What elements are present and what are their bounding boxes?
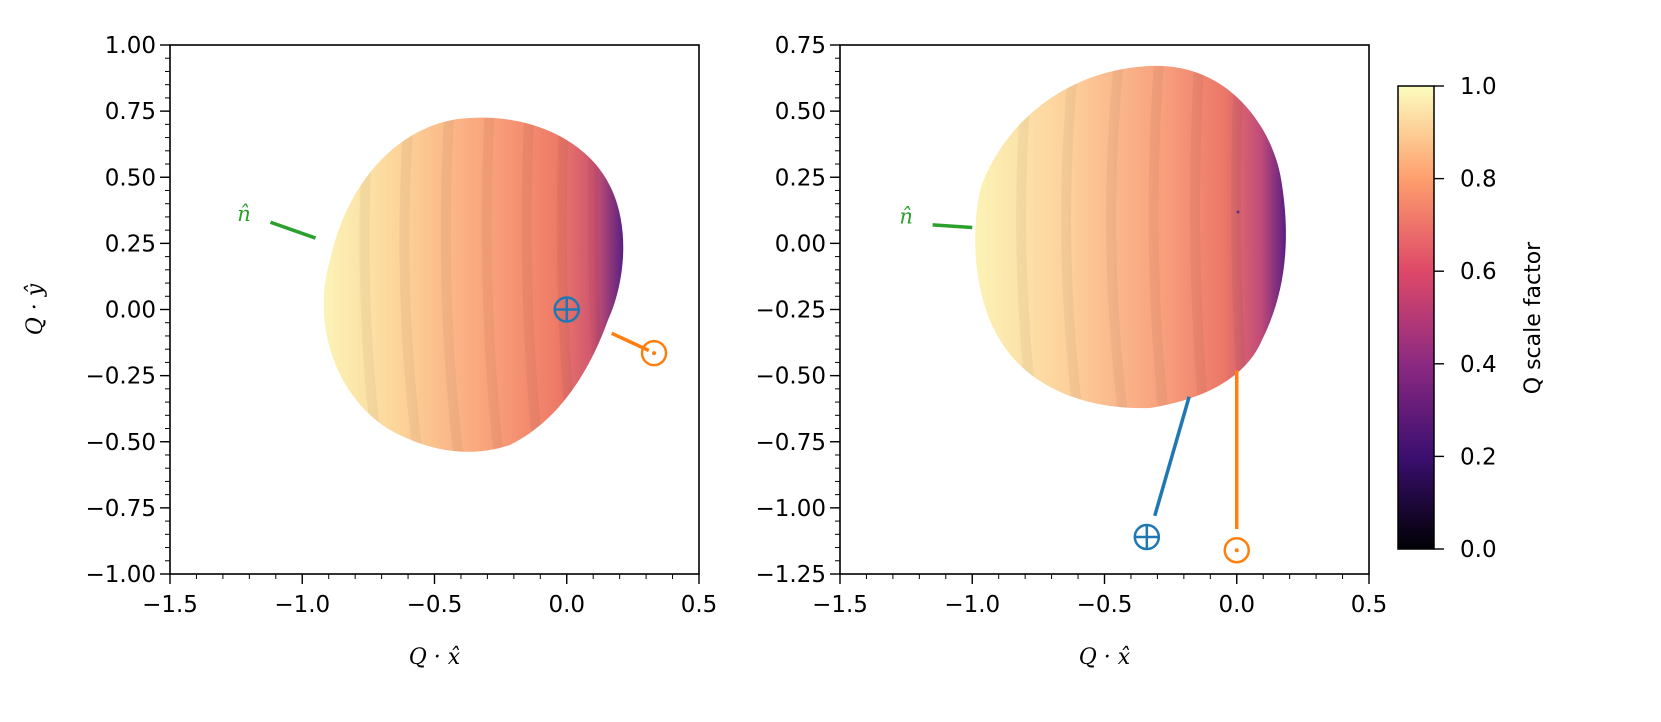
left-axes: −1.5 −1.0 −0.5 0.0 0.5 1.00 0.75 0.50 0.25 0.00 −0… xyxy=(23,33,717,670)
right-x-tick-label: −1.5 xyxy=(812,592,868,618)
right-y-tick-label: 0.75 xyxy=(775,33,826,59)
right-x-tick-label: 0.0 xyxy=(1218,592,1255,618)
right-surface xyxy=(975,65,1286,409)
left-y-tick-label: −0.50 xyxy=(86,430,156,456)
left-panel: −1.5 −1.0 −0.5 0.0 0.5 1.00 0.75 0.50 0.25 0.00 −0… xyxy=(23,33,717,670)
right-y-tick-label: 0.50 xyxy=(775,99,826,125)
colorbar-tick-label: 0.2 xyxy=(1460,444,1497,470)
colorbar-label: Q scale factor xyxy=(1521,241,1546,394)
right-earth-marker: ⊕ xyxy=(1133,523,1161,551)
left-y-tick-label: −1.00 xyxy=(86,562,156,588)
colorbar-tick-label: 0.0 xyxy=(1460,537,1497,563)
right-earth-line xyxy=(1153,396,1191,517)
sun-circle xyxy=(640,339,668,367)
right-normal-label: n̂ xyxy=(899,205,913,229)
right-y-tick-label: −0.25 xyxy=(756,298,826,324)
right-y-tick-label: −1.00 xyxy=(756,496,826,522)
right-x-tick-label: 0.5 xyxy=(1351,592,1388,618)
colorbar-gradient xyxy=(1398,86,1434,549)
left-x-tick-label: −0.5 xyxy=(407,592,463,618)
right-y-tick-label: 0.25 xyxy=(775,165,826,191)
colorbar-tick-label: 0.6 xyxy=(1460,259,1497,285)
colorbar-tick-label: 0.8 xyxy=(1460,167,1497,193)
left-x-axis-label: Q · x̂ xyxy=(409,645,461,670)
right-x-tick-label: −0.5 xyxy=(1077,592,1133,618)
right-y-tick-label: −0.50 xyxy=(756,364,826,390)
left-x-tick-label: −1.5 xyxy=(142,592,198,618)
sun-circle xyxy=(1223,536,1250,564)
left-normal-label: n̂ xyxy=(237,202,251,226)
left-normal-line xyxy=(269,220,317,240)
left-y-tick-label: 1.00 xyxy=(105,33,156,59)
colorbar: 1.0 0.8 0.6 0.4 0.2 0.0 Q scale factor xyxy=(1397,74,1546,563)
left-sun-marker: ⊙ xyxy=(640,339,668,367)
right-y-tick-label: 0.00 xyxy=(775,231,826,257)
right-surface-dot xyxy=(1236,210,1240,214)
left-x-tick-label: 0.5 xyxy=(681,592,718,618)
right-y-tick-label: −1.25 xyxy=(756,562,826,588)
left-earth-marker: ⊕ xyxy=(553,296,580,323)
left-y-tick-label: 0.50 xyxy=(105,165,156,191)
left-y-tick-label: 0.25 xyxy=(105,231,156,257)
colorbar-tick-label: 1.0 xyxy=(1460,74,1497,100)
left-x-tick-label: 0.0 xyxy=(548,592,585,618)
left-y-tick-label: 0.75 xyxy=(105,99,156,125)
left-y-tick-label: −0.75 xyxy=(86,496,156,522)
sun-dot xyxy=(652,351,657,356)
right-normal-line xyxy=(932,223,973,230)
left-y-tick-label: −0.25 xyxy=(86,364,156,390)
left-x-tick-label: −1.0 xyxy=(274,592,330,618)
right-x-axis-label: Q · x̂ xyxy=(1079,645,1131,670)
right-sun-marker: ⊙ xyxy=(1223,536,1250,564)
colorbar-tick-label: 0.4 xyxy=(1460,352,1497,378)
right-axes: −1.5 −1.0 −0.5 0.0 0.5 0.75 0.50 0.25 0.00 −0.25 −… xyxy=(756,33,1388,670)
sun-dot xyxy=(1234,548,1239,553)
right-y-tick-label: −0.75 xyxy=(756,430,826,456)
left-y-tick-label: 0.00 xyxy=(105,298,156,324)
colorbar-frame xyxy=(1397,85,1435,550)
left-y-axis-label: Q · ŷ xyxy=(23,283,48,335)
right-panel: −1.5 −1.0 −0.5 0.0 0.5 0.75 0.50 0.25 0.00 −0.25 −… xyxy=(756,33,1388,670)
left-surface xyxy=(323,117,624,452)
right-x-tick-label: −1.0 xyxy=(944,592,1000,618)
colorbar-ticks: 1.0 0.8 0.6 0.4 0.2 0.0 xyxy=(1434,74,1497,563)
